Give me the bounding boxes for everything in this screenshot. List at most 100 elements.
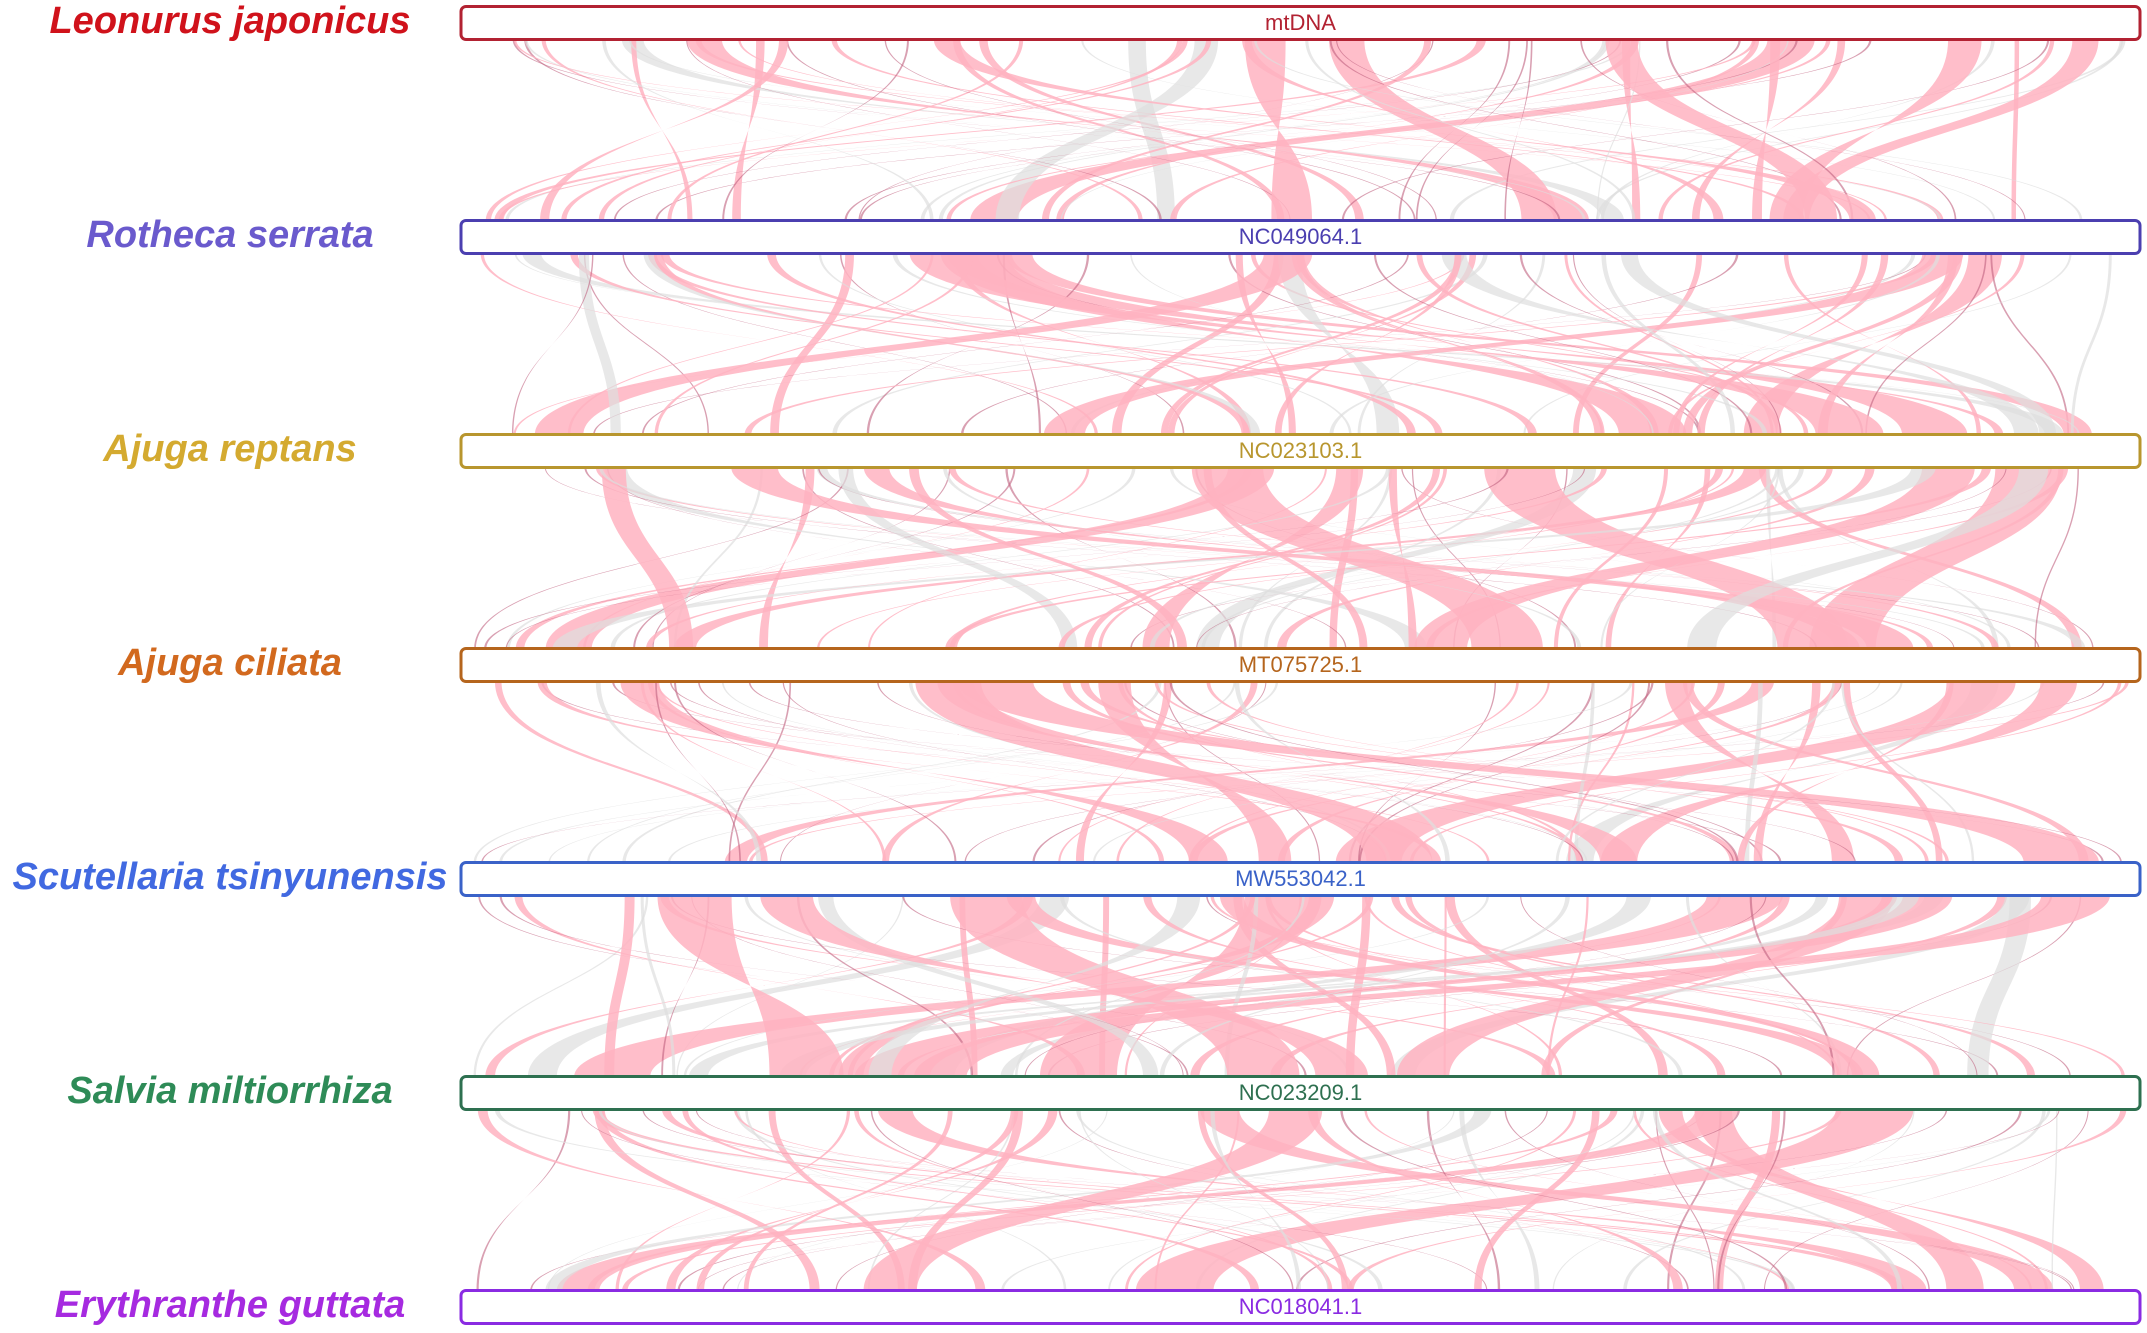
ribbon [1414,467,1975,649]
ribbon [596,1109,1260,1291]
ribbon [1783,253,1982,435]
ribbon [1621,39,1641,221]
ribbon [602,39,934,221]
ribbon [622,1109,1842,1291]
ribbon [1056,39,1639,221]
ribbon [1265,895,1563,1077]
ribbon [1014,895,1305,1077]
ribbon [1566,681,1999,863]
ribbon [1058,1109,1689,1291]
ribbon [1167,253,1477,435]
ribbon [816,467,2086,649]
ribbon [1605,39,1838,221]
ribbon [574,895,1783,1077]
ribbon [480,253,1098,435]
ribbon [748,681,2129,863]
ribbon [1116,681,1519,863]
ribbon [1059,895,1683,1077]
ribbon [1426,1109,1501,1291]
chromosome-track [459,861,2142,897]
ribbon [552,467,1936,649]
ribbon [1308,1109,1683,1291]
ribbon [1108,1109,1636,1291]
ribbon [1658,1109,2104,1291]
ribbon [1197,1109,1349,1291]
track-label: NC023209.1 [1239,1080,1363,1105]
ribbon [524,39,1586,221]
ribbon [1504,1109,1930,1291]
ribbon [1195,1109,1645,1291]
ribbon [1348,681,1595,863]
ribbon [513,253,1465,435]
ribbon [979,39,1364,221]
ribbon [1274,253,1462,435]
ribbon [796,895,974,1077]
ribbon [1042,39,1432,221]
ribbon [745,1109,1067,1291]
ribbon [1682,681,2089,863]
ribbon [598,1109,1796,1291]
ribbon [655,39,1872,221]
ribbon [498,39,1756,221]
ribbon [1206,681,1929,863]
ribbon [1843,681,1943,863]
ribbon [1753,681,1821,863]
ribbon [1658,39,2055,221]
ribbon [654,253,974,435]
tracks: Leonurus japonicus mtDNA Rotheca serrata NC… [12,0,2142,1326]
ribbon [587,1109,1618,1291]
ribbon [514,253,2080,435]
ribbon [561,39,1212,221]
ribbon [1058,467,1833,649]
ribbon [473,681,1279,863]
ribbon [1295,1109,2022,1291]
ribbon [686,39,1291,221]
ribbon [799,895,1721,1077]
ribbon [545,467,1275,649]
ribbon [1687,467,2049,649]
ribbon [722,1109,1948,1291]
species-label: Leonurus japonicus [49,0,410,42]
ribbon [1846,895,2082,1077]
species-label: Ajuga ciliata [117,642,342,684]
ribbon [731,467,1914,649]
ribbon [643,253,1261,435]
ribbon [696,1109,1019,1291]
ribbon [1005,467,1237,649]
ribbon [607,467,1347,649]
ribbon [1244,39,1313,221]
species-label: Erythranthe guttata [55,1284,405,1326]
ribbon [686,39,1590,221]
ribbon [667,39,1024,221]
ribbon [1744,681,1763,863]
ribbon [1749,895,1835,1077]
ribbon [760,895,1369,1077]
ribbon [1234,681,1450,863]
ribbon [666,1109,1058,1291]
ribbon [1673,253,1868,435]
ribbon [1398,39,1511,221]
ribbon [1124,895,1302,1077]
ribbon [1596,39,1641,221]
ribbon [734,1109,1790,1291]
ribbon [1235,253,1296,435]
ribbon [622,253,1068,435]
ribbon [1552,1109,1915,1291]
ribbon [528,895,1070,1077]
ribbon [867,1109,1015,1291]
ribbon [938,39,1610,221]
ribbon [1062,681,1738,863]
ribbon [1441,253,2039,435]
ribbon [1188,681,1695,863]
ribbon [722,39,909,221]
ribbon [594,1109,820,1291]
ribbon [738,39,1888,221]
ribbon [494,39,1486,221]
ribbon [943,467,1582,649]
ribbon [728,681,792,863]
ribbon [1390,895,2030,1077]
ribbon [534,253,1313,435]
ribbon [1253,39,2083,221]
ribbon [1124,681,1763,863]
